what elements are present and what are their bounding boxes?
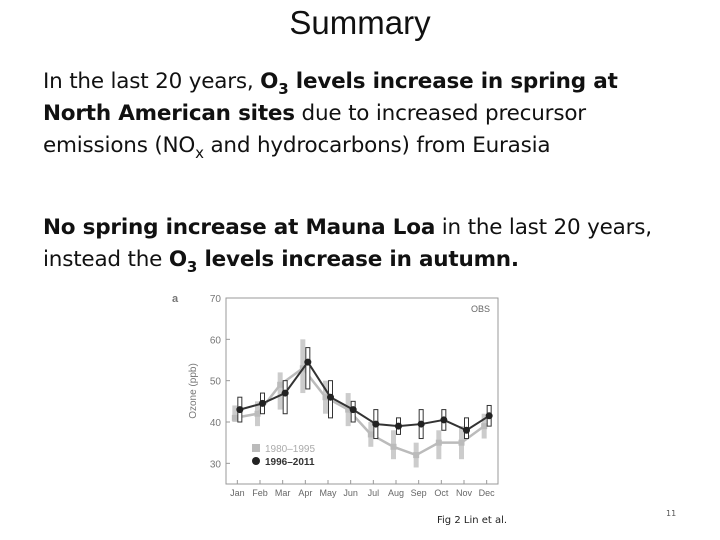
p1-nox-subscript: x [195, 144, 204, 162]
y-tick-label: 40 [210, 418, 222, 429]
p1-text-3: and hydrocarbons) from Eurasia [203, 133, 551, 158]
legend-label: 1980–1995 [265, 444, 315, 455]
p2-ozone-subscript: 3 [186, 258, 198, 276]
slide-number: 11 [666, 509, 677, 518]
data-point [304, 358, 312, 366]
y-tick-label: 70 [210, 294, 222, 305]
slide-title: Summary [289, 4, 431, 41]
data-point [458, 439, 465, 446]
legend-label: 1996–2011 [265, 457, 315, 468]
x-tick-label: Mar [275, 488, 291, 498]
data-point [413, 452, 420, 459]
paragraph-na-increase: In the last 20 years, O3 levels increase… [43, 66, 683, 162]
p1-text-1: In the last 20 years, [43, 69, 261, 94]
error-bar [277, 372, 283, 410]
error-bar [232, 405, 238, 422]
data-point [440, 416, 448, 424]
y-tick-label: 60 [210, 335, 222, 346]
p2-bold-ozone: O3 levels increase in autumn. [168, 247, 519, 275]
corner-label: OBS [471, 304, 490, 314]
data-point [485, 412, 493, 420]
p1-ozone-o: O [260, 69, 279, 94]
x-tick-label: Jul [368, 488, 380, 498]
p1-ozone-subscript: 3 [278, 80, 289, 98]
error-bar [282, 380, 288, 415]
data-point [481, 423, 488, 430]
p2-text-1: in the last 20 years, instead the [43, 215, 652, 272]
data-point [345, 406, 352, 413]
data-point [417, 420, 425, 428]
x-tick-label: May [319, 488, 337, 498]
data-point [277, 381, 284, 388]
x-tick-label: Oct [434, 488, 449, 498]
data-point [259, 399, 266, 407]
ozone-chart: a OBS 30 40 50 60 70 Ozone (ppb) Jan Feb Mar Apr May… [168, 288, 508, 504]
data-point [231, 414, 238, 421]
figure-caption: Fig 2 Lin et al. [437, 515, 508, 526]
y-axis-label: Ozone (ppb) [188, 363, 199, 419]
p1-bold-ozone: O3 levels increase in spring at North Am… [43, 69, 618, 126]
p1-bold-text: levels increase in spring at North Ameri… [43, 69, 618, 126]
data-point [349, 406, 357, 414]
series-line [234, 366, 485, 457]
data-point [236, 406, 244, 414]
y-tick-label: 50 [210, 377, 222, 388]
data-point [463, 426, 470, 434]
data-point [395, 422, 402, 430]
data-point [372, 420, 380, 428]
p1-text-2: due to increased precursor emissions (NO [43, 101, 586, 158]
data-point [367, 431, 374, 438]
data-point [390, 443, 397, 450]
data-point [281, 389, 289, 397]
legend-marker [252, 444, 260, 452]
x-tick-label: Dec [479, 488, 496, 498]
data-point [254, 410, 261, 417]
p2-bold-tail: levels increase in autumn. [197, 247, 519, 272]
x-tick-label: Nov [456, 488, 473, 498]
error-bar [305, 347, 311, 390]
y-tick-label: 30 [210, 459, 222, 470]
p2-ozone-o: O [168, 247, 187, 272]
p2-bold-text: No spring increase at Mauna Loa [43, 215, 436, 240]
paragraph-mauna-loa: No spring increase at Mauna Loa in the l… [43, 212, 693, 276]
x-tick-label: Jun [343, 488, 358, 498]
x-tick-label: Sep [411, 488, 427, 498]
data-point [322, 394, 329, 401]
data-point [327, 393, 334, 401]
series-line [239, 360, 490, 432]
x-tick-label: Apr [298, 488, 312, 498]
ozone-chart-svg: a OBS 30 40 50 60 70 Ozone (ppb) Jan Feb Mar Apr May… [172, 293, 499, 498]
x-tick-label: Jan [230, 488, 245, 498]
panel-label: a [172, 293, 179, 305]
plot-frame [225, 297, 499, 485]
x-tick-label: Aug [388, 488, 404, 498]
x-tick-label: Feb [252, 488, 268, 498]
legend-marker [252, 457, 260, 465]
data-point [435, 439, 442, 446]
